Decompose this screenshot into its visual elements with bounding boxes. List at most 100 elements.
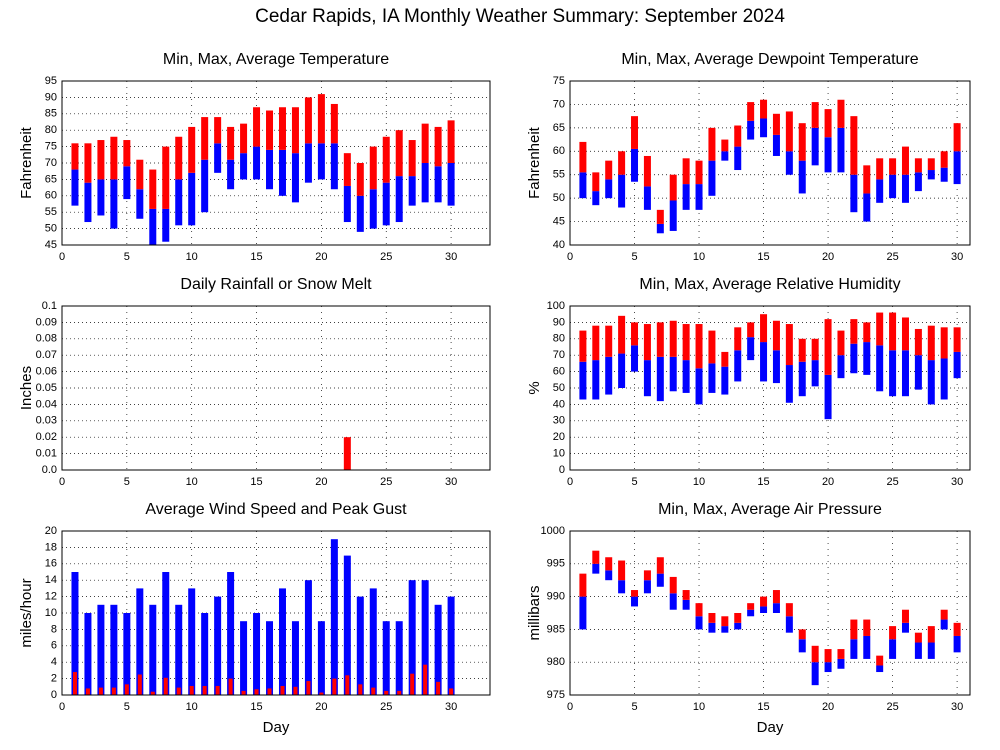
range-lower xyxy=(721,366,729,395)
range-upper xyxy=(876,158,884,180)
x-tick-label: 5 xyxy=(124,251,130,263)
x-tick-label: 25 xyxy=(886,251,898,263)
bar xyxy=(371,687,376,695)
range-lower xyxy=(656,223,664,234)
range-lower xyxy=(408,176,416,206)
range-lower xyxy=(824,374,832,420)
y-tick-label: 1000 xyxy=(541,525,565,537)
range-upper xyxy=(876,655,884,666)
y-tick-label: 85 xyxy=(45,108,57,120)
range-lower xyxy=(940,619,948,630)
range-lower xyxy=(901,174,909,203)
range-lower xyxy=(682,599,690,610)
range-lower xyxy=(760,342,768,382)
range-upper xyxy=(734,125,742,147)
range-lower xyxy=(876,179,884,203)
range-lower xyxy=(136,189,144,219)
x-tick-label: 20 xyxy=(315,476,327,488)
range-lower xyxy=(772,134,780,156)
bar xyxy=(434,604,442,695)
range-lower xyxy=(695,616,703,630)
range-upper xyxy=(214,117,222,144)
y-tick-label: 50 xyxy=(45,223,57,235)
x-tick-label: 15 xyxy=(757,701,769,713)
y-tick-label: 18 xyxy=(45,541,57,553)
range-lower xyxy=(760,118,768,138)
x-tick-label: 10 xyxy=(693,701,705,713)
range-lower xyxy=(669,356,677,392)
range-upper xyxy=(592,172,600,192)
range-upper xyxy=(447,120,455,163)
bar xyxy=(304,580,312,695)
range-upper xyxy=(772,320,780,351)
y-tick-label: 0 xyxy=(51,689,57,701)
bar xyxy=(150,691,155,695)
range-lower xyxy=(811,662,819,686)
bar xyxy=(423,664,428,695)
bar xyxy=(98,687,103,695)
range-lower xyxy=(798,361,806,397)
range-upper xyxy=(356,163,364,196)
y-tick-label: 980 xyxy=(547,656,565,668)
range-upper xyxy=(824,319,832,375)
range-lower xyxy=(798,639,806,653)
range-lower xyxy=(656,573,664,587)
range-lower xyxy=(721,626,729,633)
plot-frame xyxy=(569,80,971,246)
bar xyxy=(395,621,403,695)
x-tick-label: 5 xyxy=(124,701,130,713)
range-lower xyxy=(669,200,677,231)
range-lower xyxy=(708,622,716,633)
range-upper xyxy=(631,590,639,597)
y-tick-label: 0.08 xyxy=(36,333,57,345)
y-tick-label: 4 xyxy=(51,656,57,668)
range-upper xyxy=(669,576,677,594)
range-lower xyxy=(447,163,455,206)
range-lower xyxy=(291,153,299,203)
bar xyxy=(111,687,116,695)
range-upper xyxy=(850,319,858,344)
range-lower xyxy=(669,593,677,610)
range-upper xyxy=(927,158,935,171)
range-upper xyxy=(408,140,416,177)
range-lower xyxy=(643,580,651,594)
bar xyxy=(267,688,272,695)
x-tick-label: 15 xyxy=(250,251,262,263)
range-upper xyxy=(785,324,793,366)
range-upper xyxy=(643,155,651,187)
y-tick-label: 75 xyxy=(45,141,57,153)
bar xyxy=(84,613,92,695)
range-lower xyxy=(656,356,664,402)
range-upper xyxy=(175,136,183,180)
range-lower xyxy=(395,176,403,223)
range-upper xyxy=(682,158,690,185)
range-lower xyxy=(747,337,755,361)
bar xyxy=(397,690,402,695)
chart-title: Min, Max, Average Dewpoint Temperature xyxy=(621,51,918,68)
range-upper xyxy=(785,603,793,617)
range-upper xyxy=(798,629,806,640)
range-lower xyxy=(850,639,858,659)
range-upper xyxy=(889,626,897,640)
y-tick-label: 70 xyxy=(553,349,565,361)
range-lower xyxy=(927,170,935,180)
range-upper xyxy=(940,609,948,620)
x-tick-label: 25 xyxy=(886,701,898,713)
range-upper xyxy=(747,322,755,338)
range-lower xyxy=(421,163,429,203)
range-lower xyxy=(914,172,922,192)
range-lower xyxy=(863,635,871,659)
plot-frame xyxy=(569,530,971,696)
y-tick-label: 50 xyxy=(553,382,565,394)
x-tick-label: 0 xyxy=(59,476,65,488)
range-upper xyxy=(278,107,286,150)
range-lower xyxy=(682,184,690,210)
range-upper xyxy=(940,151,948,168)
range-lower xyxy=(889,350,897,397)
range-lower xyxy=(434,166,442,203)
x-tick-label: 15 xyxy=(250,701,262,713)
range-lower xyxy=(201,159,209,213)
range-upper xyxy=(863,322,871,343)
bar xyxy=(202,685,207,695)
range-lower xyxy=(592,191,600,206)
